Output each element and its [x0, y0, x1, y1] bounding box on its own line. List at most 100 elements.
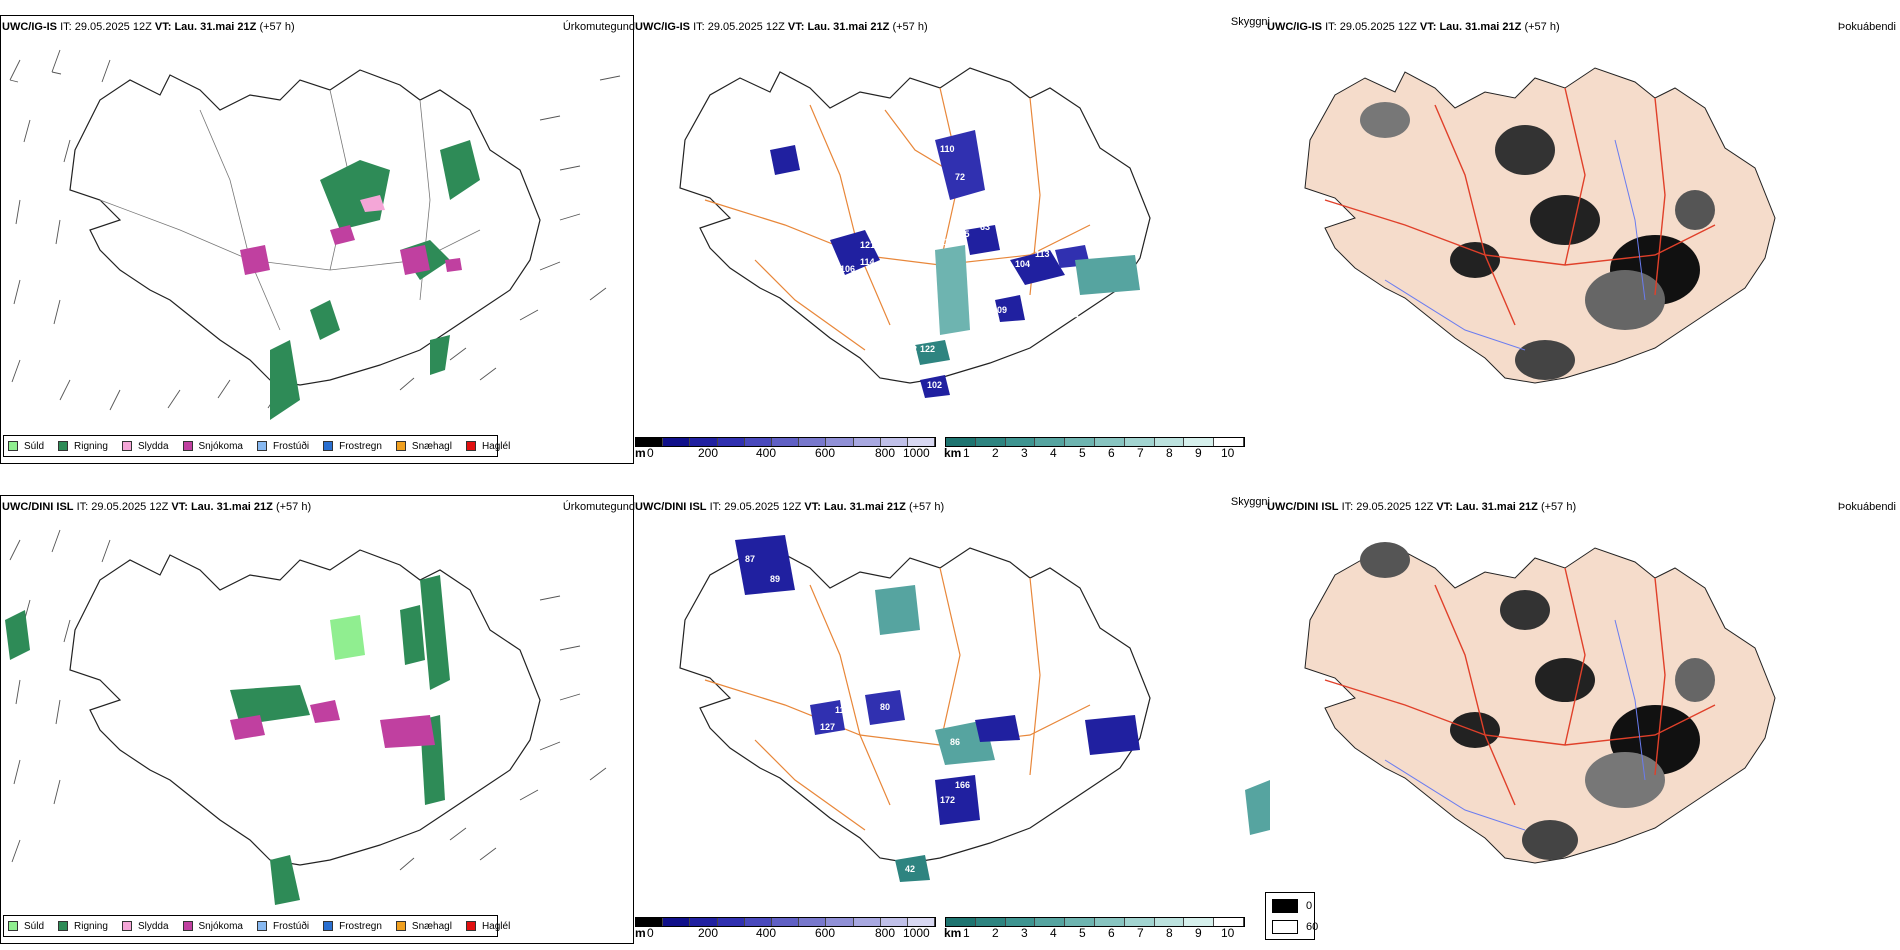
map-frame — [0, 495, 634, 944]
legend-swatch — [121, 921, 132, 931]
visibility-tick: 2 — [992, 446, 999, 460]
legend-item: Snæhagl — [395, 441, 452, 452]
colorbar-segment — [1154, 438, 1185, 446]
iceland-map-fog-bottom — [1304, 542, 1776, 864]
visibility-colorbar — [945, 917, 1245, 927]
ceiling-label: 127 — [820, 722, 835, 732]
panel-variable-name: Þokuábendi — [1837, 21, 1896, 33]
cloud-visibility-panel-top: UWC/IG-IS IT: 29.05.2025 12Z VT: Lau. 31… — [635, 0, 1270, 470]
legend-item: Snjókoma — [182, 921, 243, 932]
roads-and-rivers — [1324, 567, 1716, 831]
ceiling-label: 122 — [920, 344, 935, 354]
ceiling-label: 32 — [907, 344, 917, 354]
ceiling-unit: m — [635, 926, 646, 940]
colorbar-segment — [744, 438, 772, 446]
colorbar-segment — [1035, 918, 1066, 926]
visibility-tick: 1 — [963, 926, 970, 940]
ceiling-label: 113 — [1035, 249, 1050, 259]
ceiling-label: 106 — [840, 264, 855, 274]
iceland-map-precip-top — [9, 49, 621, 420]
road-network — [704, 567, 1091, 831]
visibility-tick: 9 — [1195, 926, 1202, 940]
legend-item: Slydda — [121, 441, 169, 452]
precip-type-legend: Súld Rigning Slydda Snjókoma Frostúði Fr… — [3, 435, 510, 457]
ceiling-label: 172 — [940, 795, 955, 805]
iceland-map-precip-bottom — [5, 529, 607, 905]
legend-swatch — [58, 441, 69, 451]
legend-swatch — [323, 441, 334, 451]
ceiling-label: 102 — [927, 380, 942, 390]
ceiling-tick: 800 — [875, 926, 896, 940]
panel-title: UWC/IG-IS IT: 29.05.2025 12Z VT: Lau. 31… — [635, 21, 928, 33]
panel-variable-name: Skyggni — [1230, 16, 1270, 28]
legend-swatch — [395, 921, 406, 931]
panel-title: UWC/DINI ISL IT: 29.05.2025 12Z VT: Lau.… — [2, 501, 312, 513]
ceiling-tick: 0 — [647, 926, 654, 940]
roads-and-rivers — [1324, 87, 1716, 351]
ceiling-label: 87 — [745, 554, 755, 564]
fog-key: 0 60 — [1265, 892, 1318, 940]
fog-key-swatch — [1272, 899, 1298, 913]
legend-item: Frostúði — [256, 921, 309, 932]
colorbar-segment — [636, 918, 664, 926]
colorbar-segment — [771, 438, 800, 446]
iceland-map-cloud-top: 133 110 72 63 121 106 114 112 115 104 11… — [679, 67, 1151, 398]
colorbar-segment — [1094, 918, 1125, 926]
iceland-outline — [679, 67, 1151, 384]
ceiling-unit: m — [635, 446, 646, 460]
cloud-visibility-panel-bottom: UWC/DINI ISL IT: 29.05.2025 12Z VT: Lau.… — [635, 480, 1270, 950]
visibility-tick: 6 — [1108, 926, 1115, 940]
colorbar-segment — [1184, 918, 1215, 926]
colorbar-segment — [1094, 438, 1125, 446]
ceiling-colorbar — [635, 917, 936, 927]
visibility-tick: 7 — [1137, 926, 1144, 940]
ceiling-tick: 0 — [647, 446, 654, 460]
legend-swatch — [465, 441, 476, 451]
legend-item: Rigning — [58, 921, 108, 932]
panel-title: UWC/DINI ISL IT: 29.05.2025 12Z VT: Lau.… — [1267, 501, 1577, 513]
legend-swatch — [8, 921, 18, 931]
legend-swatch — [256, 441, 267, 451]
colorbar-segment — [1154, 918, 1185, 926]
legend-item: Snæhagl — [395, 921, 452, 932]
iceland-map-fog-top — [1304, 67, 1776, 384]
precip-areas — [240, 140, 480, 420]
ceiling-label: 110 — [940, 144, 955, 154]
panel-title: UWC/IG-IS IT: 29.05.2025 12Z VT: Lau. 31… — [2, 21, 295, 33]
colorbar-segment — [1214, 918, 1244, 926]
fog-key-swatch — [1272, 920, 1298, 934]
ceiling-colorbar — [635, 437, 936, 447]
ceiling-label: 133 — [803, 163, 818, 173]
legend-swatch — [121, 441, 132, 451]
low-cloud-areas — [735, 535, 1270, 882]
visibility-unit: km — [944, 446, 962, 460]
road-network — [704, 87, 1091, 351]
ceiling-tick: 600 — [815, 926, 836, 940]
colorbar-segment — [771, 918, 800, 926]
visibility-tick: 4 — [1050, 446, 1057, 460]
legend-item: Súld — [8, 441, 44, 452]
visibility-tick: 10 — [1221, 926, 1235, 940]
colorbar-segment — [799, 438, 827, 446]
visibility-tick: 9 — [1195, 446, 1202, 460]
visibility-tick: 3 — [1021, 926, 1028, 940]
fog-key-row: 0 — [1272, 899, 1312, 913]
colorbar-segment — [1184, 438, 1215, 446]
ceiling-label: 166 — [955, 780, 970, 790]
iceland-outline — [69, 549, 541, 866]
colorbar-segment — [663, 918, 691, 926]
legend-item: Súld — [8, 921, 44, 932]
wind-barbs — [9, 49, 621, 411]
precip-type-panel-top: UWC/IG-IS IT: 29.05.2025 12Z VT: Lau. 31… — [0, 0, 635, 470]
colorbar-segment — [853, 438, 881, 446]
ceiling-label: 112 — [940, 237, 955, 247]
low-cloud-areas — [770, 130, 1140, 398]
fog-dark-areas — [1360, 102, 1715, 380]
colorbar-segment — [1214, 438, 1244, 446]
colorbar-segment — [717, 438, 745, 446]
visibility-tick: 7 — [1137, 446, 1144, 460]
ceiling-label: 115 — [955, 229, 970, 239]
legend-item: Haglél — [465, 921, 510, 932]
legend-swatch — [58, 921, 69, 931]
colorbar-segment — [1005, 918, 1036, 926]
